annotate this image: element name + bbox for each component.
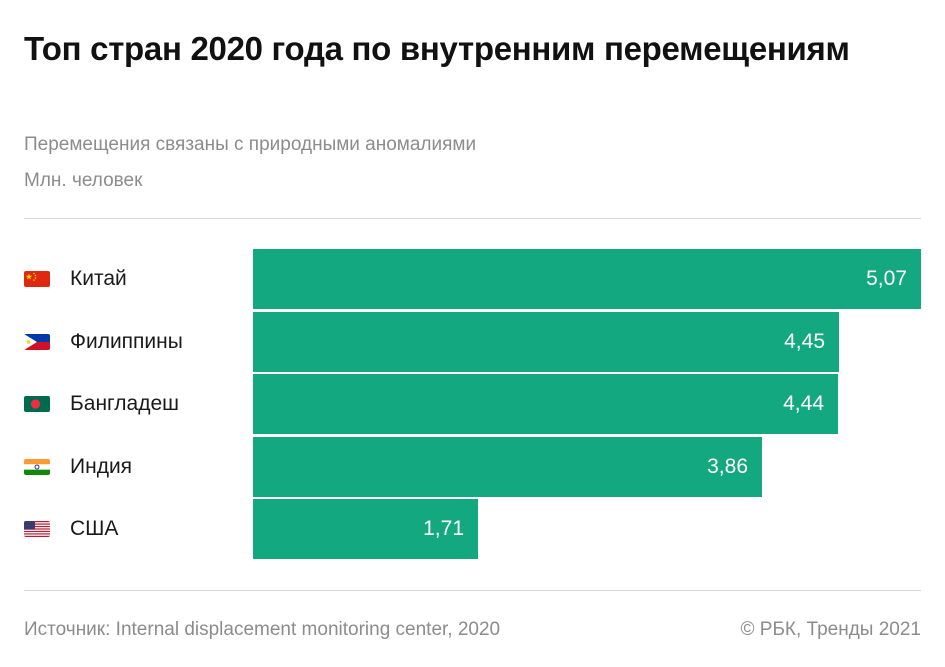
chart-title: Топ стран 2020 года по внутренним переме… [24, 30, 850, 67]
bar: 1,71 [253, 499, 478, 559]
philippines-flag-icon [24, 333, 50, 350]
unit-label: Млн. человек [24, 170, 143, 191]
bar-value-label: 3,86 [707, 454, 748, 478]
source-note: Источник: Internal displacement monitori… [24, 619, 501, 640]
category-row: Филиппины [24, 312, 183, 372]
bottom-divider [24, 590, 921, 591]
bar: 4,44 [253, 374, 838, 434]
bar: 3,86 [253, 436, 762, 497]
category-label: США [70, 517, 119, 540]
category-row: Индия [24, 437, 132, 497]
chart-subtitle: Перемещения связаны с природными аномали… [24, 134, 477, 155]
india-flag-icon [24, 458, 50, 475]
bar-value-label: 4,44 [783, 392, 824, 415]
bar: 4,45 [253, 311, 839, 372]
category-label: Филиппины [70, 329, 183, 353]
category-label: Бангладеш [70, 392, 179, 415]
bangladesh-flag-icon [24, 396, 50, 412]
usa-flag-icon [24, 521, 50, 537]
category-row: США [24, 499, 118, 559]
copyright-note: © РБК, Тренды 2021 [740, 619, 922, 640]
category-row: Бангладеш [24, 374, 179, 434]
bar-value-label: 5,07 [866, 267, 907, 290]
bar: 5,07 [253, 249, 921, 309]
category-label: Китай [70, 267, 127, 290]
top-divider [24, 218, 921, 219]
bar-value-label: 4,45 [784, 329, 825, 353]
china-flag-icon [24, 271, 50, 287]
category-label: Индия [70, 454, 133, 478]
bar-value-label: 1,71 [423, 517, 464, 540]
category-row: Китай [24, 249, 127, 309]
